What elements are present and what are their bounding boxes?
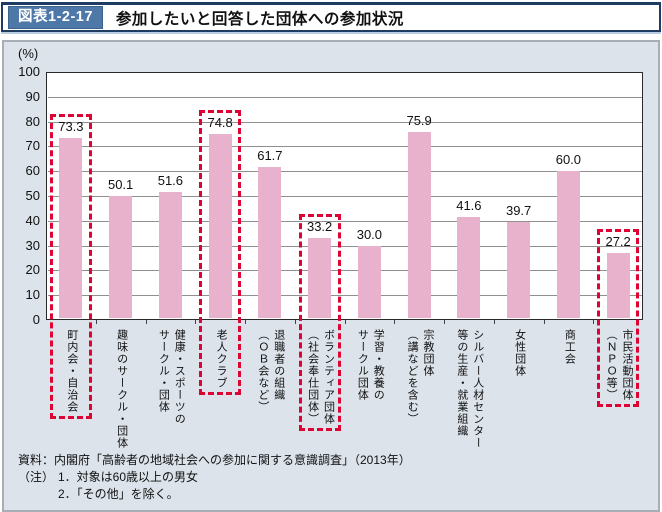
header-accent-line (1, 32, 661, 34)
y-tick-label: 90 (25, 88, 40, 104)
y-tick-label: 70 (25, 138, 40, 154)
category-label: 趣味のサークル・団体 (115, 329, 128, 449)
bar-value-label: 50.1 (107, 176, 134, 192)
chart-footnotes: 資料：内閣府「高齢者の地域社会への参加に関する意識調査」（2013年） （注） … (18, 452, 411, 503)
x-axis-tick (593, 320, 595, 324)
category-label: シルバー人材センター 等の生産・就業組織 (455, 329, 484, 449)
category-label: 健康・スポーツの サークル・団体 (157, 329, 186, 425)
x-axis-tick (245, 320, 246, 324)
bar (308, 237, 332, 319)
figure-number-badge: 図表1-2-17 (8, 5, 103, 30)
gridline (47, 146, 642, 148)
category-label: 学習・教養の サークル団体 (356, 329, 385, 401)
y-tick-label: 50 (25, 188, 40, 203)
x-axis-tick (493, 320, 495, 324)
bar (59, 138, 83, 319)
y-tick-label: 80 (25, 113, 40, 129)
y-tick-label: 20 (25, 262, 40, 278)
note-line-1: 1．対象は60歳以上の男女 (58, 470, 199, 485)
note-lines: 1．対象は60歳以上の男女 2．「その他」を除く。 (58, 469, 198, 503)
category-label: 老人クラブ (215, 329, 228, 389)
x-axis-tick (394, 320, 396, 324)
x-axis-tick (95, 320, 97, 324)
category-label: 宗教団体 （講などを含む） (406, 329, 434, 425)
gridline (47, 96, 642, 98)
category-label: 市民活動団体 （ＮＰＯ等） (605, 329, 633, 401)
y-tick-label: 100 (18, 64, 40, 79)
bar (606, 252, 630, 319)
bar-value-label: 30.0 (356, 226, 383, 242)
category-label: ボランティア団体 （社会奉仕団体） (306, 329, 335, 425)
gridline (47, 270, 642, 272)
figure-title: 参加したいと回答した団体への参加状況 (115, 10, 404, 28)
note-line-2: 2．「その他」を除く。 (58, 487, 179, 502)
x-axis-tick (543, 320, 545, 324)
bar-chart: (%) 0 10 20 30 40 50 60 70 80 90 100 73.3 町内会・自治会 50.… (4, 42, 658, 450)
bar (109, 195, 133, 319)
bar-value-label: 60.0 (555, 152, 582, 168)
gridline (47, 121, 642, 123)
y-axis-unit-label: (%) (18, 46, 39, 61)
bar-value-label: 73.3 (58, 119, 84, 135)
bar-value-label: 27.2 (605, 233, 631, 249)
bar (457, 216, 481, 319)
bar (258, 166, 282, 319)
bar-value-label: 41.6 (456, 197, 482, 213)
source-text: 資料：内閣府「高齢者の地域社会への参加に関する意識調査」（2013年） (18, 453, 411, 467)
bar-value-label: 33.2 (306, 218, 333, 234)
category-label: 町内会・自治会 (65, 329, 78, 413)
bar-value-label: 74.8 (207, 115, 233, 131)
x-axis-tick (344, 320, 346, 324)
gridline (47, 196, 642, 197)
bar-value-label: 75.9 (406, 112, 432, 128)
category-label: 商工会 (563, 329, 576, 365)
y-tick-label: 10 (25, 287, 40, 303)
bar (556, 171, 580, 319)
bar (407, 131, 431, 319)
bar-value-label: 39.7 (505, 202, 532, 218)
note-label: （注） (18, 470, 55, 485)
category-label: 退職者の組織 （ＯＢ会など） (256, 329, 285, 413)
x-axis-tick (145, 320, 147, 324)
bar-value-label: 51.6 (157, 173, 184, 189)
x-axis-tick (444, 320, 445, 324)
gridline (47, 171, 642, 173)
bar (158, 192, 182, 319)
x-axis-tick (195, 320, 197, 324)
bar (208, 134, 232, 319)
category-label: 女性団体 (513, 329, 526, 377)
y-tick-label: 40 (25, 212, 40, 228)
bar (507, 221, 531, 319)
y-tick-label: 0 (32, 312, 40, 327)
bar-value-label: 61.7 (257, 147, 283, 163)
gridline (47, 295, 642, 297)
x-axis-tick (294, 320, 296, 324)
gridline (47, 220, 642, 222)
bar (357, 245, 381, 319)
figure-header: 図表1-2-17 参加したいと回答した団体への参加状況 (1, 2, 661, 32)
y-tick-label: 60 (25, 163, 40, 179)
notes-block: （注） 1．対象は60歳以上の男女 2．「その他」を除く。 (18, 469, 411, 503)
chart-panel: (%) 0 10 20 30 40 50 60 70 80 90 100 73.3 町内会・自治会 50.… (2, 40, 660, 512)
y-tick-label: 30 (25, 237, 40, 253)
gridline (47, 245, 642, 247)
